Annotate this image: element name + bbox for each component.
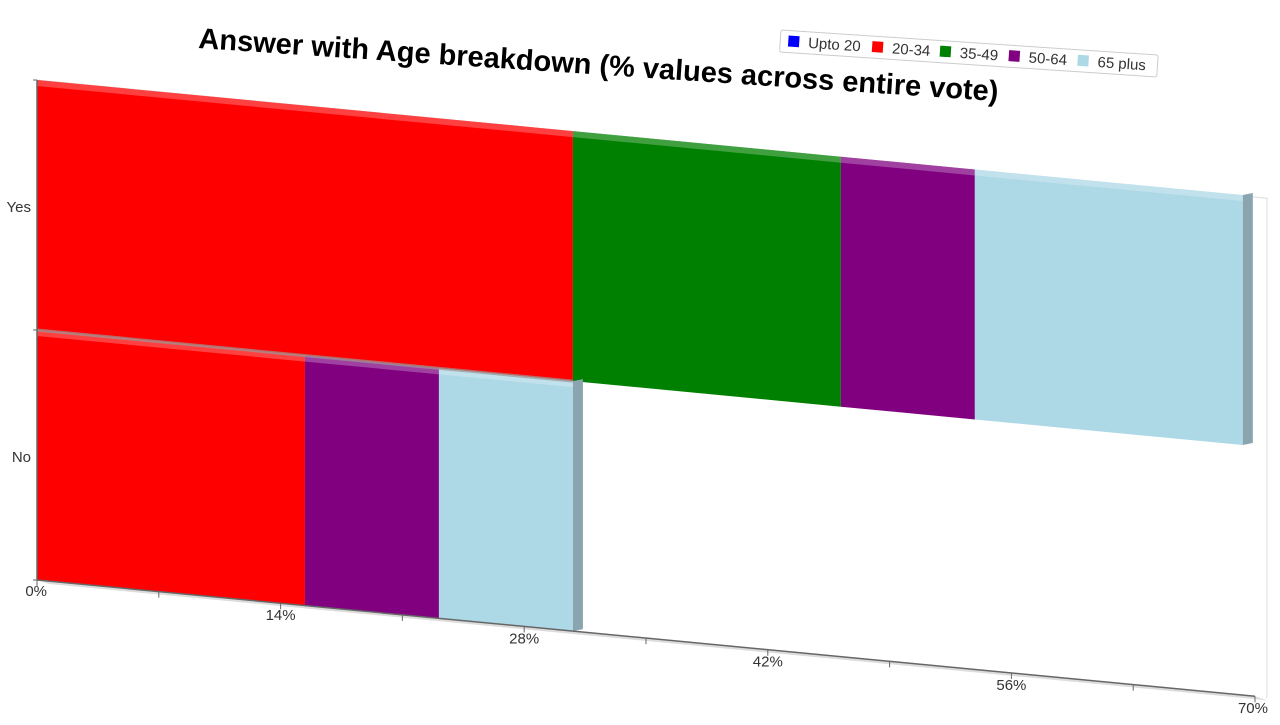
bar-yes-20-34 — [37, 80, 573, 382]
bars-layer — [37, 80, 1253, 632]
legend-swatch-20-34 — [871, 41, 884, 53]
bar-yes-35-49 — [572, 131, 841, 407]
chart-title: Answer with Age breakdown (% values acro… — [198, 23, 1000, 108]
legend-swatch-65-plus — [1077, 54, 1089, 67]
bar-no-side — [572, 379, 583, 632]
bar-highlight — [974, 169, 1243, 202]
legend-swatch-upto-20 — [787, 35, 800, 48]
legend-label-65-plus: 65 plus — [1097, 54, 1146, 74]
bar-highlight — [572, 131, 841, 163]
legend-label-50-64: 50-64 — [1028, 49, 1067, 69]
legend-label-35-49: 35-49 — [959, 45, 998, 65]
x-tick-label: 42% — [753, 654, 783, 671]
bar-yes-50-64 — [840, 156, 975, 420]
legend-swatch-50-64 — [1008, 50, 1021, 62]
y-tick-label-yes: Yes — [7, 199, 31, 216]
bar-no-65-plus — [438, 368, 573, 632]
axes-layer: Yes No 0% 14% 28% 42% 56% 70% — [7, 79, 1268, 717]
x-tick-label: 70% — [1238, 700, 1268, 717]
bar-highlight — [37, 80, 573, 138]
x-tick-label: 0% — [25, 583, 47, 600]
x-tick-label: 28% — [509, 630, 539, 647]
legend-swatch-35-49 — [939, 45, 952, 58]
x-tick-label: 14% — [266, 607, 296, 624]
bar-no-50-64 — [304, 355, 439, 619]
bar-yes-side — [1242, 193, 1253, 446]
bar-yes-65-plus — [974, 169, 1243, 446]
x-tick-label: 56% — [996, 677, 1026, 694]
legend: Upto 20 20-34 35-49 50-64 65 plus — [779, 29, 1159, 78]
band-separator — [36, 328, 574, 383]
bar-highlight — [840, 156, 975, 176]
y-tick-label-no: No — [12, 449, 31, 466]
bar-no-20-34 — [37, 330, 305, 606]
legend-label-upto-20: Upto 20 — [808, 35, 862, 55]
legend-label-20-34: 20-34 — [891, 40, 930, 60]
